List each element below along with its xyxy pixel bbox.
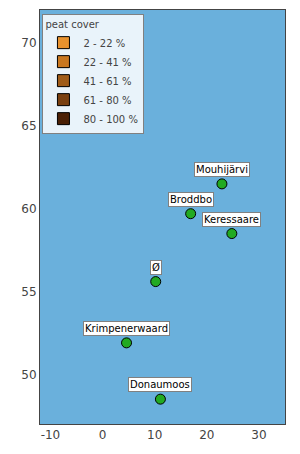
svg-text:Keressaare: Keressaare [204,214,259,225]
svg-text:55: 55 [21,285,36,299]
svg-text:10: 10 [147,428,162,442]
svg-text:2 - 22 %: 2 - 22 % [83,38,125,49]
svg-text:61 - 80 %: 61 - 80 % [83,95,131,106]
svg-text:Donaumoos: Donaumoos [130,379,190,390]
svg-text:peat cover: peat cover [45,19,99,30]
svg-text:65: 65 [21,119,36,133]
svg-text:-10: -10 [41,428,61,442]
svg-text:22 - 41 %: 22 - 41 % [83,57,131,68]
svg-text:41 - 61 %: 41 - 61 % [83,76,131,87]
svg-text:Krimpenerwaard: Krimpenerwaard [85,323,168,334]
svg-text:60: 60 [21,202,36,216]
svg-text:0: 0 [99,428,107,442]
svg-text:20: 20 [199,428,214,442]
svg-text:30: 30 [251,428,266,442]
svg-text:Mouhijärvi: Mouhijärvi [196,164,248,175]
svg-text:80 - 100 %: 80 - 100 % [83,114,137,125]
svg-text:50: 50 [21,368,36,382]
svg-text:70: 70 [21,36,36,50]
svg-text:Ø: Ø [152,262,160,273]
svg-text:Broddbo: Broddbo [170,194,212,205]
